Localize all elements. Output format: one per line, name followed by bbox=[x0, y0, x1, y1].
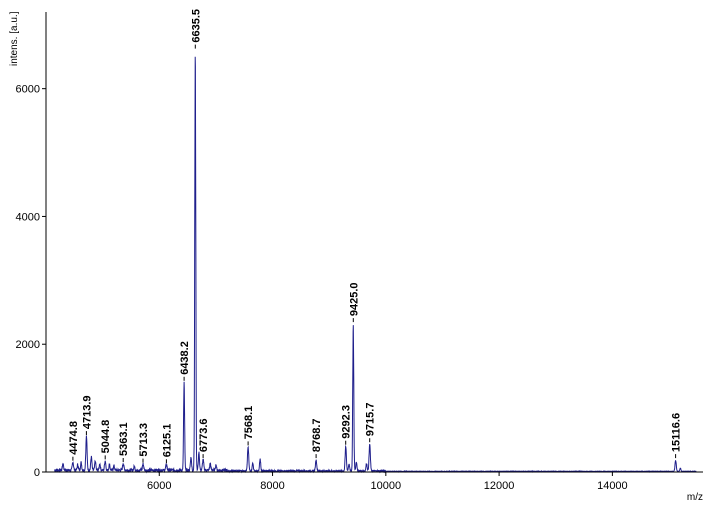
peak-label: 8768.7 bbox=[311, 418, 323, 452]
peak-label: 6125.1 bbox=[161, 424, 173, 458]
peak-label: 5363.1 bbox=[118, 422, 130, 456]
peak-label: 4713.9 bbox=[81, 395, 93, 429]
peak-label: 9292.3 bbox=[341, 405, 353, 439]
y-tick-label: 2000 bbox=[16, 339, 40, 351]
y-tick-label: 0 bbox=[34, 467, 40, 479]
peak-label: 5044.8 bbox=[100, 420, 112, 454]
y-tick-label: 6000 bbox=[16, 84, 40, 96]
peak-label: 6635.5 bbox=[190, 9, 202, 43]
peak-label: 15116.6 bbox=[671, 413, 683, 452]
peak-label: 9425.0 bbox=[348, 282, 360, 316]
x-tick-label: 14000 bbox=[597, 480, 628, 492]
x-tick-label: 8000 bbox=[260, 480, 284, 492]
x-tick-label: 10000 bbox=[371, 480, 402, 492]
x-tick-label: 12000 bbox=[484, 480, 515, 492]
x-axis-title: m/z bbox=[687, 492, 703, 503]
peak-label: 7568.1 bbox=[243, 406, 255, 440]
y-axis-title: intens. [a.u.] bbox=[9, 11, 20, 66]
peak-label: 6438.2 bbox=[179, 341, 191, 375]
peak-label: 6773.6 bbox=[198, 418, 210, 452]
peak-label: 5713.3 bbox=[138, 423, 150, 457]
y-tick-label: 4000 bbox=[16, 211, 40, 223]
peak-label: 9715.7 bbox=[365, 403, 377, 437]
x-tick-label: 6000 bbox=[147, 480, 171, 492]
axes: 6000 8000 10000 12000 14000 0 2000 4000 6000 bbox=[16, 12, 703, 492]
peak-label: 4474.8 bbox=[68, 421, 80, 455]
spectrum-trace bbox=[54, 56, 697, 474]
